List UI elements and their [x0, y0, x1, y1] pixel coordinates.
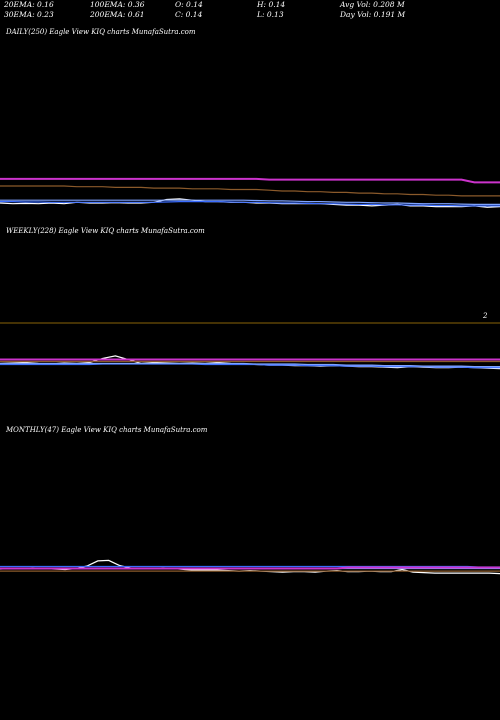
- daily-chart: [0, 177, 500, 208]
- ema30-stat: 30EMA: 0.23: [4, 10, 54, 19]
- weekly-chart: [0, 322, 500, 370]
- close-stat: C: 0.14: [175, 10, 203, 19]
- weekly-panel-label: WEEKLY(228) Eagle View KIQ charts Munafa…: [6, 227, 205, 235]
- ema100-stat: 100EMA: 0.36: [90, 0, 145, 9]
- day-vol-stat: Day Vol: 0.191 M: [340, 10, 406, 19]
- monthly-chart: [0, 559, 500, 575]
- daily-ema20-line: [0, 200, 500, 207]
- daily-ema200-line: [0, 185, 500, 197]
- daily-ema100-line: [0, 177, 500, 184]
- high-stat: H: 0.14: [257, 0, 286, 9]
- monthly-ema100-line: [0, 566, 500, 570]
- weekly-ema30-line: [0, 362, 500, 368]
- open-stat: O: 0.14: [175, 0, 203, 9]
- stats-header: 20EMA: 0.16 100EMA: 0.36 O: 0.14 H: 0.14…: [0, 0, 500, 20]
- weekly-ema20-line: [0, 363, 500, 369]
- weekly-axis-tick: 2: [483, 312, 488, 320]
- ema200-stat: 200EMA: 0.61: [90, 10, 145, 19]
- daily-ema30-line: [0, 199, 500, 206]
- daily-panel-label: DAILY(250) Eagle View KIQ charts MunafaS…: [6, 28, 196, 36]
- low-stat: L: 0.13: [257, 10, 284, 19]
- avg-vol-stat: Avg Vol: 0.208 M: [340, 0, 405, 9]
- monthly-panel-label: MONTHLY(47) Eagle View KIQ charts Munafa…: [6, 426, 208, 434]
- ema20-stat: 20EMA: 0.16: [4, 0, 54, 9]
